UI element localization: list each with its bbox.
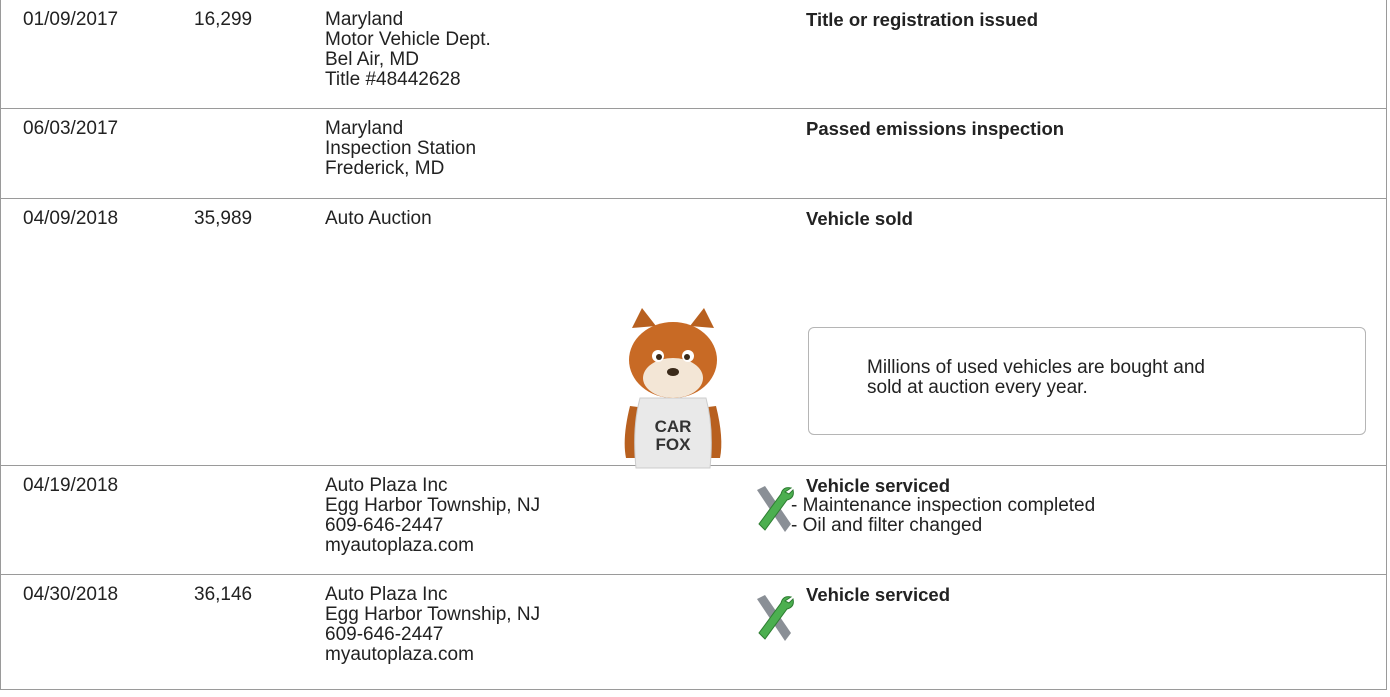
source-line: Frederick, MD <box>325 159 476 179</box>
callout-line: sold at auction every year. <box>867 378 1205 398</box>
source-line: myautoplaza.com <box>325 536 540 556</box>
source-line: Maryland <box>325 119 476 139</box>
date: 04/09/2018 <box>23 209 118 229</box>
date: 04/30/2018 <box>23 585 118 605</box>
callout-line: Millions of used vehicles are bought and <box>867 358 1205 378</box>
history-row: 04/30/2018 36,146 Auto Plaza Inc Egg Har… <box>0 575 1387 690</box>
comment-title: Vehicle sold <box>806 209 913 229</box>
comment-title: Vehicle serviced <box>806 585 950 605</box>
source-line: 609-646-2447 <box>325 625 540 645</box>
shirt-text: FOX <box>656 435 692 454</box>
source: Maryland Inspection Station Frederick, M… <box>325 119 476 179</box>
source-line: Maryland <box>325 10 491 30</box>
detail-line: - Oil and filter changed <box>791 516 1095 536</box>
callout-text: Millions of used vehicles are bought and… <box>867 358 1205 398</box>
odometer: 16,299 <box>194 10 252 30</box>
source: Auto Plaza Inc Egg Harbor Township, NJ 6… <box>325 585 540 665</box>
source-line: Egg Harbor Township, NJ <box>325 496 540 516</box>
source-line: Egg Harbor Township, NJ <box>325 605 540 625</box>
service-icon <box>753 593 797 645</box>
shirt-text: CAR <box>655 417 692 436</box>
page: 01/09/2017 16,299 Maryland Motor Vehicle… <box>0 0 1390 697</box>
source-line: Title #48442628 <box>325 70 491 90</box>
comment-title: Title or registration issued <box>806 10 1038 30</box>
comment-details: - Maintenance inspection completed - Oil… <box>791 496 1095 536</box>
source-line: myautoplaza.com <box>325 645 540 665</box>
source: Maryland Motor Vehicle Dept. Bel Air, MD… <box>325 10 491 90</box>
source: Auto Auction <box>325 209 432 229</box>
detail-line: - Maintenance inspection completed <box>791 496 1095 516</box>
source-line: Motor Vehicle Dept. <box>325 30 491 50</box>
date: 06/03/2017 <box>23 119 118 139</box>
date: 04/19/2018 <box>23 476 118 496</box>
source-line: Inspection Station <box>325 139 476 159</box>
history-row: 06/03/2017 Maryland Inspection Station F… <box>0 109 1387 199</box>
source-line: Auto Auction <box>325 209 432 229</box>
odometer: 35,989 <box>194 209 252 229</box>
source-line: 609-646-2447 <box>325 516 540 536</box>
source-line: Bel Air, MD <box>325 50 491 70</box>
odometer: 36,146 <box>194 585 252 605</box>
mascot: CAR FOX <box>612 308 734 470</box>
source-line: Auto Plaza Inc <box>325 585 540 605</box>
comment-title: Vehicle serviced <box>806 476 950 496</box>
history-row: 01/09/2017 16,299 Maryland Motor Vehicle… <box>0 0 1387 109</box>
callout-box: Millions of used vehicles are bought and… <box>808 327 1366 435</box>
history-row: 04/19/2018 Auto Plaza Inc Egg Harbor Tow… <box>0 466 1387 575</box>
date: 01/09/2017 <box>23 10 118 30</box>
source-line: Auto Plaza Inc <box>325 476 540 496</box>
source: Auto Plaza Inc Egg Harbor Township, NJ 6… <box>325 476 540 556</box>
comment-title: Passed emissions inspection <box>806 119 1064 139</box>
